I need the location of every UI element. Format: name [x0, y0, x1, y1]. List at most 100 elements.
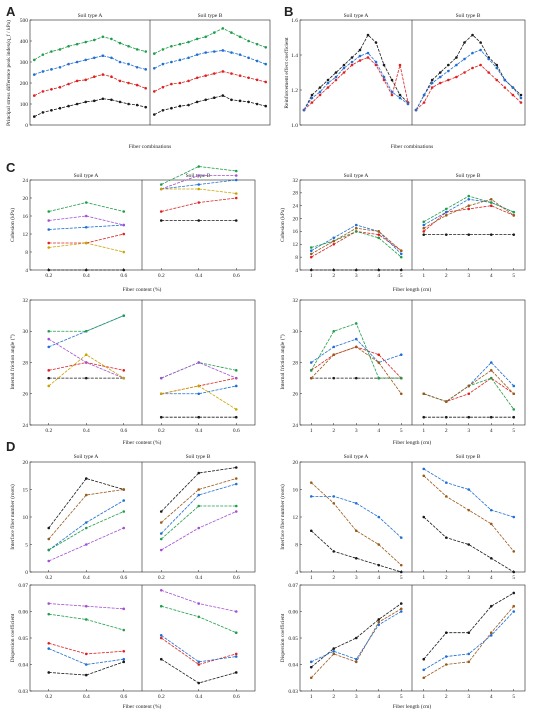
C4-a-series-point [377, 353, 381, 356]
panel-A-a-series-point [144, 86, 148, 90]
panel-B-b-series-point [463, 41, 466, 44]
C1-a-series-line [48, 242, 124, 253]
D3-a-series-point [122, 628, 126, 632]
panel-B-a-series-point [374, 63, 378, 67]
D1-a-series-point [84, 543, 88, 546]
panel-B-b-series-point [430, 78, 434, 82]
D-interface-length-ylabel: Interface fiber number (roots) [279, 484, 286, 550]
D1-a-series-line [48, 478, 124, 529]
D2-b-series-point [512, 515, 516, 519]
D1-ytick-label: 10 [23, 515, 29, 521]
D4-b-xtick-label: 4 [490, 694, 493, 700]
D1-b-series-line [160, 505, 237, 540]
D3-b-xtick-label: 0.2 [158, 694, 165, 700]
D3-a-series-point [47, 602, 51, 605]
D1-ytick-label: 5 [25, 542, 28, 548]
panel-A-yticks: 0 100 200 300 400 500 [20, 18, 32, 129]
C2-a-series-point [354, 268, 358, 272]
panel-B-b-series-point [519, 93, 523, 97]
panel-A-b-series-point [255, 102, 259, 106]
C1-b-series-line [161, 166, 237, 185]
panel-A-b-series-point [238, 99, 242, 103]
panel-A-a-series-point [127, 62, 130, 66]
C2-b-series-point [512, 210, 516, 214]
D2-a-series-line [310, 482, 402, 566]
C4-b-xtick-label: 4 [490, 428, 493, 434]
D1-a-xtick-label: 0.2 [45, 575, 52, 581]
panel-B-a-series-point [390, 93, 394, 97]
C1-a-series-point [122, 223, 126, 227]
panel-label-B: B [284, 4, 293, 19]
panel-A-ytick-label: 200 [20, 81, 29, 87]
C4-a-series-point [332, 376, 336, 380]
C2-a-series-point [354, 226, 358, 230]
panel-B-b-series-point [511, 86, 515, 89]
C3-b-series-point [234, 376, 238, 380]
D4-b-series-line [423, 605, 515, 679]
panel-A-b-series-point [161, 109, 165, 112]
D4-b-series-point [422, 668, 426, 672]
panel-A-b-series-point [187, 40, 190, 44]
D1-b-series-point [159, 510, 163, 513]
panel-A-a-series-point [101, 35, 105, 39]
C2-ytick-label: 24 [293, 204, 299, 210]
C2-b-series-point [467, 207, 471, 211]
panel-A-a-series-point [41, 53, 45, 56]
panel-C: Soil type A Soil type B Cohesion (kPa) F… [9, 165, 526, 446]
C4-b-series-point [422, 392, 426, 396]
C4-b-series-point [489, 369, 493, 372]
panel-A-a-series-point [144, 105, 148, 109]
panel-B-a-series-point [350, 60, 354, 64]
C3-a-series-point [84, 361, 88, 364]
panel-A-b-series-point [221, 27, 225, 30]
panel-A-title-soil-a: Soil type A [78, 13, 103, 19]
C3-ytick-label: 30 [23, 329, 29, 335]
D3-a-series-point [47, 642, 51, 645]
D3-b-series-point [159, 604, 163, 608]
panel-B-b-series-point [414, 108, 418, 112]
panel-A-b-series-point [264, 80, 268, 84]
C4-a-series-point [399, 353, 403, 356]
panel-A-a-series-point [144, 68, 148, 71]
D2-a-series-line [310, 530, 402, 573]
C-cohesion-content-title-a: Soil type A [74, 173, 99, 179]
panel-A-plot [32, 27, 268, 118]
C2-b-series-point [489, 201, 493, 204]
panel-B-title-soil-a: Soil type A [344, 13, 369, 19]
D4-a-xtick-label: 4 [377, 694, 380, 700]
D3-b-series-point [197, 660, 201, 664]
panel-B-plot [302, 33, 523, 112]
C2-b-series-point [444, 207, 448, 211]
C3-a-series-point [47, 329, 51, 333]
C4-b-series-point [512, 408, 516, 411]
C4-a-series-point [332, 353, 336, 356]
C4-a-xtick-label: 5 [400, 428, 403, 434]
D2-b-xtick-label: 3 [467, 575, 470, 581]
D3-b-series-line [161, 589, 237, 612]
panel-A-b-series-line [154, 71, 266, 92]
D1-b-series-point [197, 526, 201, 530]
D1-a-series-point [84, 477, 88, 480]
D2-b-series-point [489, 508, 493, 512]
panel-A-b-series-point [264, 104, 268, 108]
C1-a-series-point [47, 228, 51, 231]
D3-b-series-point [234, 610, 238, 613]
C2-b-series-line [423, 198, 514, 226]
D3-a-series-point [122, 657, 126, 661]
D-dispersion-length-plot: 0.03 0.04 0.05 0.06 0.07 1 2 3 4 5 1 2 3 4 5 [288, 583, 515, 700]
D4-a-series-point [377, 623, 381, 627]
D2-b-xtick-label: 1 [422, 575, 425, 581]
panel-B-b-series-line [415, 34, 522, 111]
panel-A-b-series-point [212, 31, 216, 34]
C1-a-series-point [84, 214, 88, 218]
panel-B-b-series-point [495, 63, 499, 67]
D4-ytick-label: 0.06 [288, 609, 298, 615]
panel-B-b-series-point [463, 57, 466, 61]
C2-a-xtick-label: 5 [400, 273, 403, 279]
panel-B-a-series-point [366, 56, 370, 59]
panel-B-ytick-label: 1.4 [291, 53, 298, 59]
panel-B-b-series-point [471, 51, 474, 55]
D2-b-series-line [423, 468, 514, 518]
C3-b-xtick-label: 0.2 [158, 428, 165, 434]
D3-a-series-point [84, 604, 88, 608]
